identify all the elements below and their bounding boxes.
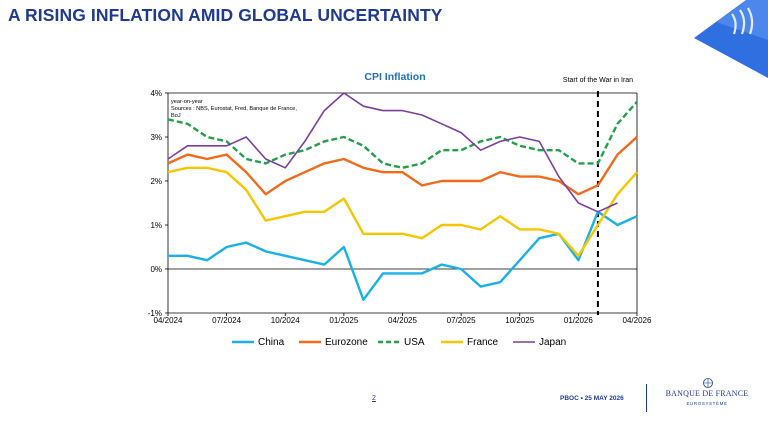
x-tick-label: 01/2026 [564, 316, 593, 325]
y-tick-label: 4% [150, 89, 162, 98]
series-line-usa [167, 101, 638, 170]
logo-sub: EUROSYSTÈME [686, 401, 728, 406]
series-group [167, 92, 638, 301]
event-label: PBOC • 25 MAY 2026 [560, 395, 624, 402]
logo-name: BANQUE DE FRANCE [665, 389, 749, 398]
x-tick-label: 04/2024 [154, 316, 183, 325]
y-tick-label: 1% [150, 221, 162, 230]
y-tick-label: -1% [148, 309, 162, 318]
series-line-eurozone [167, 136, 638, 196]
x-tick-label: 04/2025 [388, 316, 417, 325]
legend-label: France [467, 337, 499, 348]
y-tick-label: 3% [150, 133, 162, 142]
event-annotation: Start of the War in Iran [563, 77, 633, 84]
slide-title: A RISING INFLATION AMID GLOBAL UNCERTAIN… [8, 5, 443, 25]
bdf-emblem-icon [703, 378, 713, 388]
y-tick-label: 0% [150, 265, 162, 274]
x-tick-label: 10/2025 [505, 316, 534, 325]
legend-label: Japan [539, 337, 566, 348]
y-tick-label: 2% [150, 177, 162, 186]
note-sources: Sources : NBS, Eurostat, Fred, Banque de… [171, 106, 297, 112]
chart-title: CPI Inflation [364, 71, 425, 83]
x-tick-label: 07/2025 [447, 316, 476, 325]
y-axis-ticks: -1% 0% 1% 2% 3% 4% [148, 89, 168, 318]
x-tick-label: 07/2024 [212, 316, 241, 325]
note-unit: year-on-year [171, 99, 203, 105]
legend-label: USA [404, 337, 425, 348]
series-line-china [168, 210, 638, 301]
page-number[interactable]: 2 [372, 395, 376, 402]
legend-label: Eurozone [325, 337, 368, 348]
legend-label: China [258, 337, 285, 348]
x-tick-label: 04/2026 [623, 316, 652, 325]
x-axis-ticks: 04/2024 07/2024 10/2024 01/2025 04/2025 07/20… [154, 313, 652, 325]
note-sources-2: BoJ [171, 113, 181, 119]
x-tick-label: 10/2024 [271, 316, 300, 325]
series-line-france [167, 166, 638, 258]
x-tick-label: 01/2025 [329, 316, 358, 325]
legend: China Eurozone USA France Japan [232, 337, 566, 348]
corner-logo-icon [694, 0, 768, 78]
footer-divider [646, 384, 647, 412]
banque-de-france-logo: BANQUE DE FRANCE EUROSYSTÈME [652, 378, 762, 418]
series-line-japan [167, 92, 618, 213]
